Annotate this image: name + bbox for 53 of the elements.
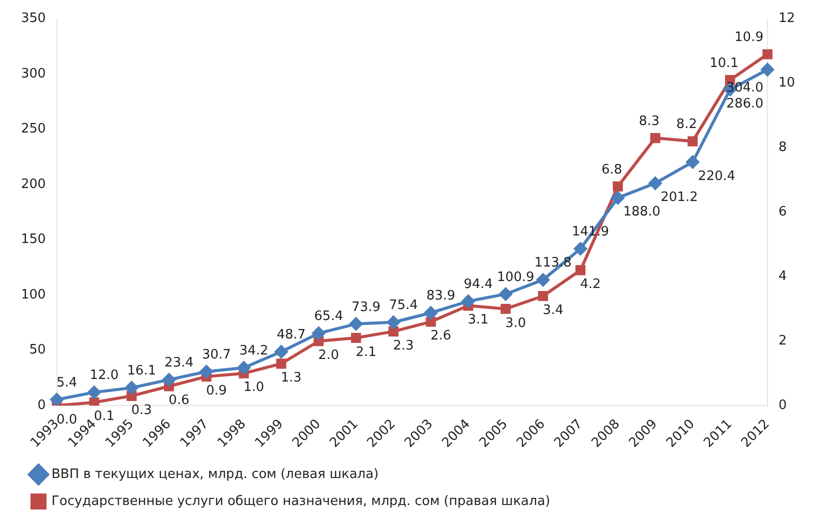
legend-label: Государственные услуги общего назначения, млрд. сом (правая шкала)	[52, 494, 550, 509]
data-label: 4.2	[580, 277, 601, 292]
data-label: 286.0	[726, 96, 764, 112]
data-label: 16.1	[127, 364, 156, 379]
data-label: 1.0	[243, 380, 264, 396]
data-label: 75.4	[388, 298, 418, 314]
data-label: 0.9	[206, 383, 227, 398]
data-label: 83.9	[426, 288, 456, 304]
data-label: 201.2	[660, 190, 698, 206]
y-tick-label: 250	[20, 122, 46, 137]
y2-tick-label: 0	[778, 398, 787, 413]
data-label: 8.2	[676, 117, 697, 132]
data-label: 48.7	[276, 328, 306, 343]
data-label: 3.1	[468, 312, 489, 328]
y-tick-label: 50	[29, 342, 46, 358]
y-tick-label: 0	[38, 398, 46, 413]
data-label: 0.3	[131, 402, 152, 418]
y-tick-label: 300	[20, 66, 46, 82]
y2-tick-label: 2	[778, 333, 787, 348]
data-label: 8.3	[638, 114, 660, 129]
data-label: 12.0	[90, 368, 119, 384]
data-label: 3.4	[542, 302, 564, 318]
y-tick-label: 150	[20, 232, 46, 248]
data-label: 2.6	[430, 328, 452, 344]
data-label: 94.4	[464, 277, 493, 292]
data-label: 2.3	[393, 338, 414, 354]
data-label: 5.4	[56, 375, 78, 390]
data-label: 10.1	[710, 56, 739, 71]
y-tick-label: 200	[20, 176, 46, 192]
data-label: 73.9	[352, 300, 381, 315]
data-label: 188.0	[623, 204, 660, 220]
data-label: 65.4	[314, 309, 344, 324]
y2-tick-label: 10	[778, 76, 796, 91]
data-label: 2.1	[356, 344, 376, 360]
y2-tick-label: 4	[778, 269, 787, 284]
data-label: 0.1	[94, 409, 115, 424]
data-label: 1.3	[280, 370, 302, 386]
y2-tick-label: 12	[778, 11, 796, 26]
data-label: 30.7	[202, 348, 231, 363]
data-label: 10.9	[734, 30, 764, 46]
data-label: 34.2	[239, 344, 268, 359]
y2-tick-label: 8	[778, 140, 787, 156]
legend-label: ВВП в текущих ценах, млрд. сом (левая шкала)	[52, 466, 379, 482]
data-label: 6.8	[602, 162, 622, 178]
y-tick-label: 100	[20, 287, 46, 302]
data-label: 220.4	[698, 168, 736, 184]
data-label: 2.0	[318, 348, 339, 363]
data-label: 23.4	[164, 356, 194, 371]
y-tick-label: 350	[20, 11, 46, 26]
y2-tick-label: 6	[778, 204, 787, 220]
data-label: 0.6	[168, 393, 190, 408]
data-label: 3.0	[505, 316, 526, 331]
data-label: 100.9	[497, 270, 534, 285]
